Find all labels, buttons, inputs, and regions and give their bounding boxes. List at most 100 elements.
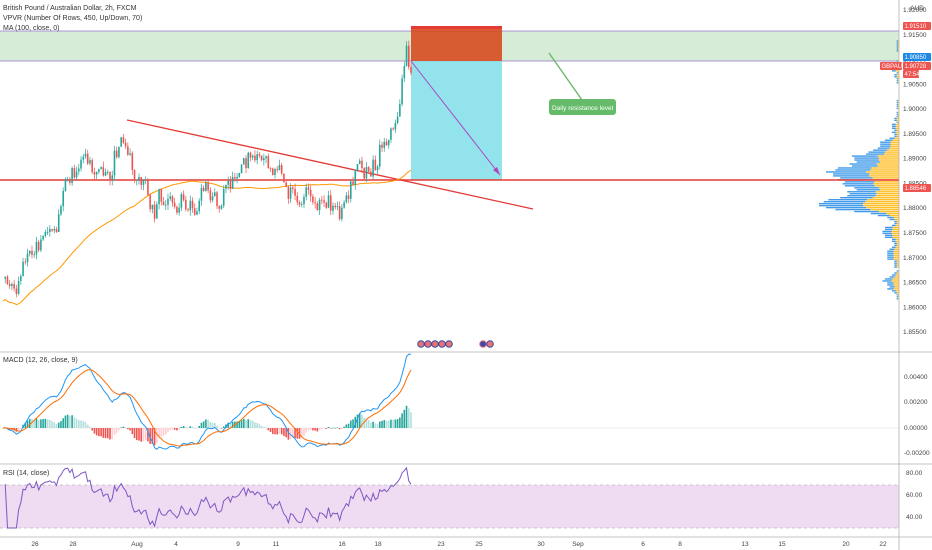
candle-body: [62, 190, 64, 207]
volume-profile-bar: [897, 78, 899, 80]
candle-body: [392, 128, 394, 130]
volume-profile-bar: [866, 171, 899, 173]
macd-histogram-bar: [37, 419, 40, 428]
volume-profile-bar: [879, 161, 899, 163]
price-tick-label: 1.86500: [903, 280, 927, 287]
candle-body: [37, 241, 40, 251]
macd-histogram-bar: [410, 412, 412, 428]
volume-profile-bar: [889, 276, 895, 278]
volume-profile-bar: [875, 195, 899, 197]
candle-body: [193, 208, 196, 215]
macd-histogram-bar: [200, 422, 203, 428]
macd-histogram-bar: [280, 428, 283, 435]
macd-histogram-bar: [69, 415, 71, 428]
price-axis[interactable]: AUD: [898, 0, 924, 550]
macd-histogram-bar: [111, 428, 114, 440]
candle-body: [180, 194, 183, 208]
candle-body: [4, 276, 7, 279]
volume-profile-bar: [893, 284, 899, 286]
event-flag-icon[interactable]: [424, 340, 432, 348]
candle-body: [149, 194, 151, 210]
candle-body: [316, 203, 319, 211]
candle-body: [176, 206, 178, 213]
candle-body: [222, 188, 225, 206]
volume-profile-bar: [890, 141, 899, 143]
candle-body: [321, 199, 323, 201]
volume-profile-bar: [863, 202, 899, 205]
event-flag-icon[interactable]: [445, 340, 453, 348]
macd-histogram-bar: [115, 428, 118, 434]
event-flag-icon[interactable]: [438, 340, 446, 348]
rsi-tick-label: 40.00: [906, 514, 923, 521]
volume-profile-bar: [897, 115, 899, 118]
volume-profile-bar: [894, 135, 897, 137]
volume-profile-bar: [896, 121, 898, 124]
macd-histogram-bar: [401, 413, 403, 428]
volume-profile-bar: [896, 119, 899, 122]
volume-profile-bar: [826, 171, 867, 173]
macd-histogram-bar: [122, 426, 125, 428]
macd-histogram-bar: [209, 421, 212, 428]
volume-profile-bar: [897, 60, 899, 62]
price-tick-label: 1.87500: [903, 230, 927, 237]
volume-profile-bar: [884, 236, 893, 239]
volume-profile-bar: [876, 163, 899, 165]
candle-body: [147, 179, 149, 195]
volume-profile-bar: [877, 165, 899, 167]
rsi-tick-label: 80.00: [906, 470, 923, 477]
candle-body: [104, 172, 107, 176]
volume-profile-bar: [896, 292, 899, 294]
vpvr-label: VPVR (Number Of Rows, 450, Up/Down, 70): [3, 15, 142, 22]
volume-profile-bar: [887, 216, 894, 219]
volume-profile-bar: [873, 149, 888, 151]
volume-profile-bar: [869, 173, 899, 175]
volume-profile-bar: [891, 131, 896, 133]
time-tick-label: 25: [475, 541, 483, 548]
volume-profile-bar: [894, 292, 897, 294]
macd-histogram-bar: [185, 426, 187, 428]
candle-body: [89, 160, 91, 164]
volume-profile-bar: [880, 141, 891, 143]
economic-events[interactable]: [417, 340, 494, 348]
event-flag-icon[interactable]: [479, 340, 487, 348]
candle-body: [280, 165, 283, 174]
candle-body: [274, 169, 276, 176]
volume-profile-bar: [819, 202, 863, 205]
annotation-bubble[interactable]: [549, 99, 616, 115]
price-tag: [903, 53, 931, 61]
macd-histogram-bar: [42, 419, 44, 428]
candle-body: [171, 196, 174, 203]
macd-histogram-bar: [274, 428, 276, 435]
macd-histogram-bar: [392, 419, 394, 428]
time-axis[interactable]: 26 28 Aug 4 9 11 16 18 23 25 30 Sep 6 8 13 15 20 22: [0, 536, 932, 548]
candle-body: [354, 171, 357, 185]
volume-profile-bar: [896, 48, 898, 50]
volume-profile-bar: [891, 246, 896, 248]
volume-profile-bar: [894, 266, 897, 268]
volume-profile-bar: [876, 193, 899, 195]
volume-profile-bar: [897, 121, 899, 124]
volume-profile-bar: [894, 129, 897, 132]
candle-body: [169, 196, 172, 199]
volume-profile: [819, 40, 899, 300]
candle-body: [46, 231, 49, 233]
event-flag-icon[interactable]: [486, 340, 494, 348]
candle-body: [173, 202, 176, 207]
candle-body: [234, 176, 236, 179]
macd-histogram-bar: [341, 428, 343, 429]
event-flag-icon[interactable]: [417, 340, 425, 348]
candle-body: [356, 164, 359, 172]
candle-body: [120, 137, 122, 147]
candle-body: [102, 167, 105, 176]
volume-profile-bar: [897, 296, 899, 298]
candle-body: [350, 181, 352, 199]
volume-profile-bar: [897, 80, 899, 82]
macd-histogram-bar: [247, 419, 250, 428]
candle-body: [106, 172, 109, 173]
macd-histogram-bar: [189, 426, 192, 428]
macd-histogram-bar: [113, 428, 116, 435]
macd-histogram-bar: [120, 427, 122, 428]
candle-body: [338, 206, 341, 220]
event-flag-icon[interactable]: [431, 340, 439, 348]
